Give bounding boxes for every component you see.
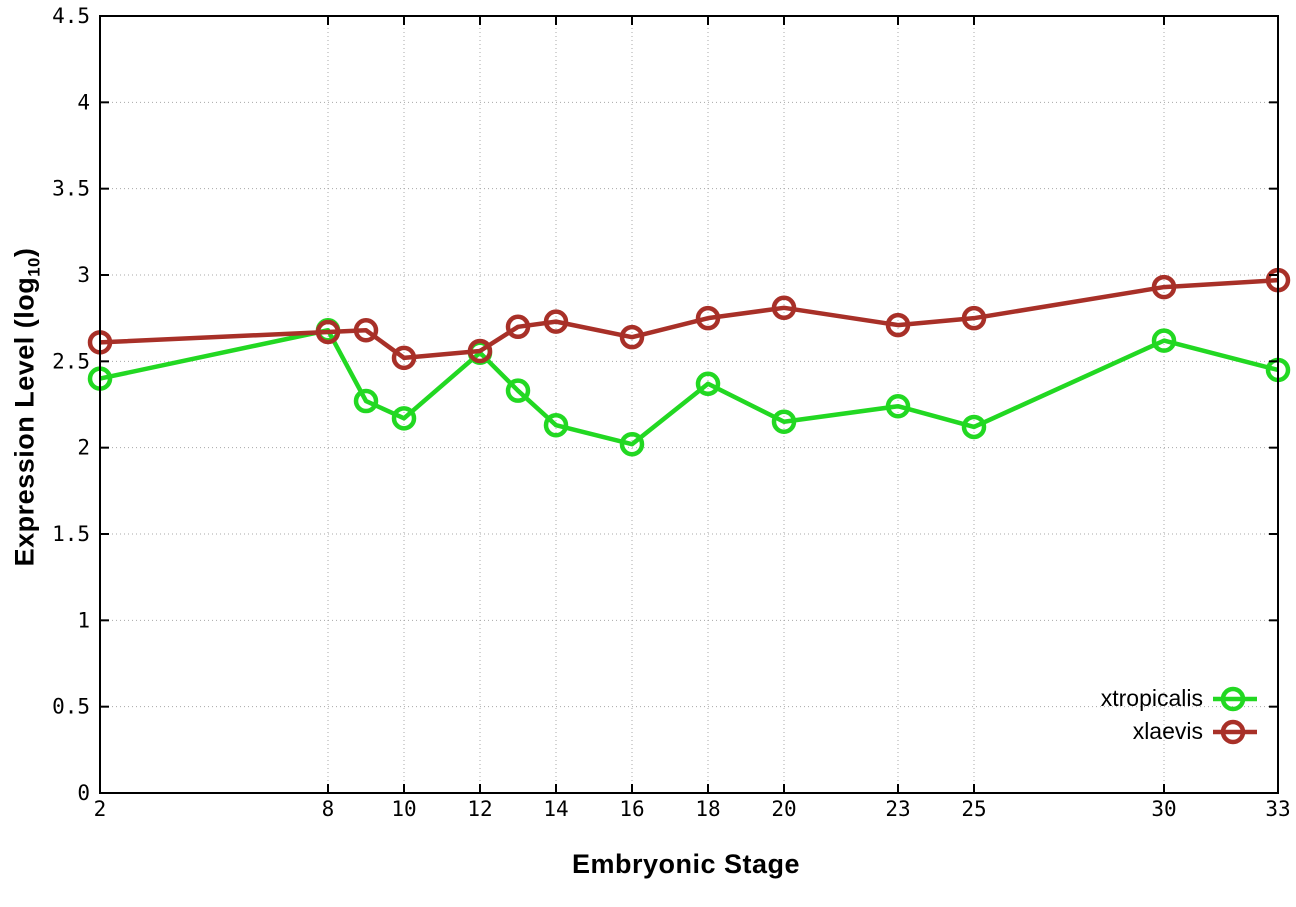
y-tick-label: 3 <box>77 263 90 287</box>
data-point-xlaevis <box>771 295 797 321</box>
data-point-xlaevis <box>619 324 645 350</box>
legend-label-xlaevis: xlaevis <box>1132 718 1203 744</box>
series-marker-icon <box>1213 719 1257 744</box>
data-point-xlaevis <box>505 314 531 340</box>
y-tick-label: 1.5 <box>52 522 90 546</box>
x-tick-label: 2 <box>94 797 107 821</box>
data-point-xtropicalis <box>505 378 531 403</box>
x-tick-label: 25 <box>961 797 986 821</box>
y-tick-label: 2 <box>77 436 90 460</box>
data-point-xtropicalis <box>885 393 911 419</box>
legend: xtropicalis xlaevis <box>1101 682 1258 748</box>
x-tick-label: 14 <box>543 797 568 821</box>
y-tick-label: 4 <box>77 90 90 114</box>
y-tick-label: 4.5 <box>52 4 90 28</box>
x-axis-label: Embryonic Stage <box>571 849 801 879</box>
x-tick-label: 23 <box>885 797 910 821</box>
x-tick-label: 16 <box>619 797 644 821</box>
y-axis-label-text: Expression Level (log <box>9 276 40 567</box>
data-point-xlaevis <box>467 338 493 364</box>
data-point-xlaevis <box>885 312 911 338</box>
data-point-xtropicalis <box>353 388 379 414</box>
data-point-xtropicalis <box>1151 328 1177 353</box>
y-tick-label: 0 <box>77 781 90 805</box>
tick-labels: 2 8 10 12 14 16 18 20 23 25 30 33 0 0.5 1 1.5 2 2.5 3 3.5 4 4… <box>52 4 1291 821</box>
y-tick-label: 0.5 <box>52 695 90 719</box>
x-tick-label: 20 <box>771 797 796 821</box>
data-point-xtropicalis <box>543 412 569 438</box>
series-marker-icon <box>1213 686 1257 711</box>
data-point-xlaevis <box>695 305 721 331</box>
x-tick-label: 33 <box>1265 797 1290 821</box>
x-tick-label: 18 <box>695 797 720 821</box>
data-point-xlaevis <box>391 345 417 371</box>
x-tick-label: 8 <box>322 797 335 821</box>
series-xlaevis <box>87 267 1291 371</box>
x-tick-label: 30 <box>1151 797 1176 821</box>
y-tick-label: 1 <box>77 608 90 632</box>
data-point-xlaevis <box>543 309 569 334</box>
data-point-xlaevis <box>961 305 987 331</box>
legend-label-xtropicalis: xtropicalis <box>1100 685 1203 711</box>
legend-item-xtropicalis: xtropicalis <box>1101 682 1258 715</box>
x-tick-label: 10 <box>391 797 416 821</box>
data-point-xtropicalis <box>695 371 721 397</box>
series-xtropicalis <box>87 318 1291 457</box>
y-tick-label: 2.5 <box>52 349 90 373</box>
plot-border <box>99 15 1279 794</box>
data-point-xlaevis <box>315 319 341 345</box>
y-axis-label-close: ) <box>9 247 40 258</box>
y-tick-label: 3.5 <box>52 177 90 201</box>
series-line-xtropicalis <box>99 328 1279 447</box>
data-point-xlaevis <box>353 318 379 343</box>
y-axis-label: Expression Level (log10) <box>9 248 44 567</box>
data-point-xlaevis <box>1151 274 1177 300</box>
data-point-xtropicalis <box>771 409 797 435</box>
x-tick-label: 12 <box>467 797 492 821</box>
tick-marks <box>99 15 1279 794</box>
data-point-xtropicalis <box>961 414 987 440</box>
data-point-xtropicalis <box>619 431 645 457</box>
gridlines <box>100 16 1278 793</box>
data-point-xtropicalis <box>391 406 417 431</box>
series-line-xlaevis <box>99 277 1279 361</box>
legend-item-xlaevis: xlaevis <box>1101 715 1258 748</box>
y-axis-label-subscript: 10 <box>24 257 44 277</box>
